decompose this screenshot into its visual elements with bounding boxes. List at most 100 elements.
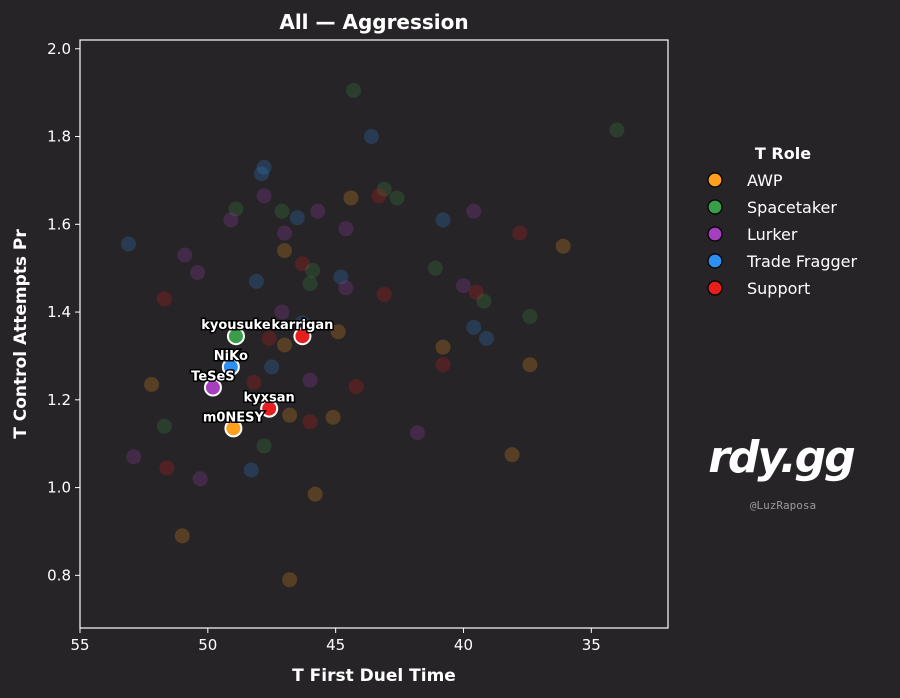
x-axis-ticks: 55 50 45 40 35 bbox=[70, 628, 601, 654]
legend-entries: AWP Spacetaker Lurker Trade Fragger Support bbox=[707, 171, 857, 298]
data-point-trade-fragger bbox=[435, 212, 451, 228]
data-point-support bbox=[159, 460, 175, 476]
point-label-teses: TeSeS bbox=[191, 370, 235, 385]
highlighted-labels: kyousuke karrigan NiKo TeSeS kyxsan m0NESY bbox=[190, 317, 335, 427]
data-point-trade-fragger bbox=[256, 159, 272, 175]
data-point-lurker bbox=[192, 471, 208, 487]
brand-logo: rdy.gg bbox=[708, 432, 855, 483]
x-tick-label: 45 bbox=[326, 636, 345, 654]
data-point-lurker bbox=[466, 203, 482, 219]
data-point-trade-fragger bbox=[466, 319, 482, 335]
legend-label-lurker: Lurker bbox=[747, 225, 798, 244]
author-handle: @LuzRaposa bbox=[750, 499, 816, 512]
x-axis-label: T First Duel Time bbox=[292, 666, 456, 686]
x-tick-label: 50 bbox=[198, 636, 217, 654]
data-point-spacetaker bbox=[427, 260, 443, 276]
data-point-trade-fragger bbox=[363, 129, 379, 145]
data-point-awp bbox=[144, 376, 160, 392]
data-point-spacetaker bbox=[346, 82, 362, 98]
x-tick-label: 40 bbox=[454, 636, 473, 654]
data-point-support bbox=[512, 225, 528, 241]
data-point-awp bbox=[307, 486, 323, 502]
point-label-m0nesy: m0NESY bbox=[203, 410, 265, 425]
legend-marker-lurker bbox=[707, 226, 723, 242]
data-point-support bbox=[371, 188, 387, 204]
data-point-awp bbox=[282, 572, 298, 588]
data-point-trade-fragger bbox=[294, 315, 310, 331]
y-axis-label: T Control Attempts Pr bbox=[11, 229, 31, 439]
data-point-support bbox=[435, 357, 451, 373]
data-point-spacetaker bbox=[274, 203, 290, 219]
data-point-awp bbox=[343, 190, 359, 206]
data-point-lurker bbox=[338, 280, 354, 296]
data-point-lurker bbox=[126, 449, 142, 465]
data-point-lurker bbox=[277, 225, 293, 241]
data-point-lurker bbox=[256, 188, 272, 204]
y-tick-label: 2.0 bbox=[47, 40, 71, 58]
point-label-kyousuke: kyousuke bbox=[201, 318, 271, 333]
data-point-spacetaker bbox=[522, 308, 538, 324]
y-tick-label: 1.8 bbox=[47, 128, 71, 146]
y-axis-ticks: 0.8 1.0 1.2 1.4 1.6 1.8 2.0 bbox=[47, 40, 80, 584]
legend-marker-support bbox=[707, 280, 723, 296]
data-point-support bbox=[156, 291, 172, 307]
data-point-awp bbox=[522, 357, 538, 373]
data-point-lurker bbox=[338, 221, 354, 237]
highlight-point-teses bbox=[203, 378, 222, 397]
data-point-lurker bbox=[455, 278, 471, 294]
data-point-awp bbox=[435, 339, 451, 355]
highlight-point-m0nesy bbox=[224, 419, 243, 438]
data-point-spacetaker bbox=[476, 293, 492, 309]
data-point-spacetaker bbox=[305, 262, 321, 278]
legend-label-trade-fragger: Trade Fragger bbox=[746, 252, 857, 271]
legend-marker-trade-fragger bbox=[707, 253, 723, 269]
data-point-trade-fragger bbox=[264, 359, 280, 375]
data-point-awp bbox=[277, 337, 293, 353]
point-label-kyxsan: kyxsan bbox=[244, 391, 295, 406]
data-point-lurker bbox=[223, 212, 239, 228]
point-label-karrigan: karrigan bbox=[271, 318, 333, 333]
chart-title: All — Aggression bbox=[279, 10, 468, 34]
data-point-support bbox=[348, 379, 364, 395]
plot-area bbox=[80, 40, 668, 628]
legend-title: T Role bbox=[755, 144, 811, 163]
data-point-trade-fragger bbox=[254, 166, 270, 182]
data-point-awp bbox=[325, 409, 341, 425]
data-point-spacetaker bbox=[156, 418, 172, 434]
data-point-support bbox=[246, 374, 262, 390]
data-point-trade-fragger bbox=[121, 236, 137, 252]
y-tick-label: 1.0 bbox=[47, 479, 71, 497]
data-point-lurker bbox=[310, 203, 326, 219]
background-points bbox=[121, 82, 625, 588]
y-tick-label: 1.6 bbox=[47, 215, 71, 233]
data-point-awp bbox=[330, 324, 346, 340]
highlighted-points bbox=[203, 327, 312, 438]
highlight-point-niko bbox=[221, 357, 240, 376]
data-point-support bbox=[376, 287, 392, 303]
legend-marker-spacetaker bbox=[707, 199, 723, 215]
data-point-support bbox=[302, 414, 318, 430]
data-point-support bbox=[468, 284, 484, 300]
data-point-trade-fragger bbox=[478, 330, 494, 346]
data-point-lurker bbox=[302, 372, 318, 388]
y-tick-label: 1.2 bbox=[47, 391, 71, 409]
data-point-trade-fragger bbox=[289, 210, 305, 226]
legend: T Role AWP Spacetaker Lurker Trade Fragger S… bbox=[707, 144, 857, 298]
x-tick-label: 55 bbox=[70, 636, 89, 654]
legend-marker-awp bbox=[707, 172, 723, 188]
y-tick-label: 0.8 bbox=[47, 566, 71, 584]
data-point-spacetaker bbox=[376, 181, 392, 197]
data-point-lurker bbox=[190, 265, 206, 281]
data-point-awp bbox=[282, 407, 298, 423]
data-point-awp bbox=[555, 238, 571, 254]
data-point-spacetaker bbox=[609, 122, 625, 138]
data-point-lurker bbox=[177, 247, 193, 263]
legend-label-spacetaker: Spacetaker bbox=[747, 198, 837, 217]
point-label-niko: NiKo bbox=[214, 349, 248, 364]
data-point-awp bbox=[174, 528, 190, 544]
data-point-support bbox=[261, 330, 277, 346]
x-tick-label: 35 bbox=[582, 636, 601, 654]
data-point-spacetaker bbox=[302, 276, 318, 292]
data-point-awp bbox=[504, 447, 520, 463]
